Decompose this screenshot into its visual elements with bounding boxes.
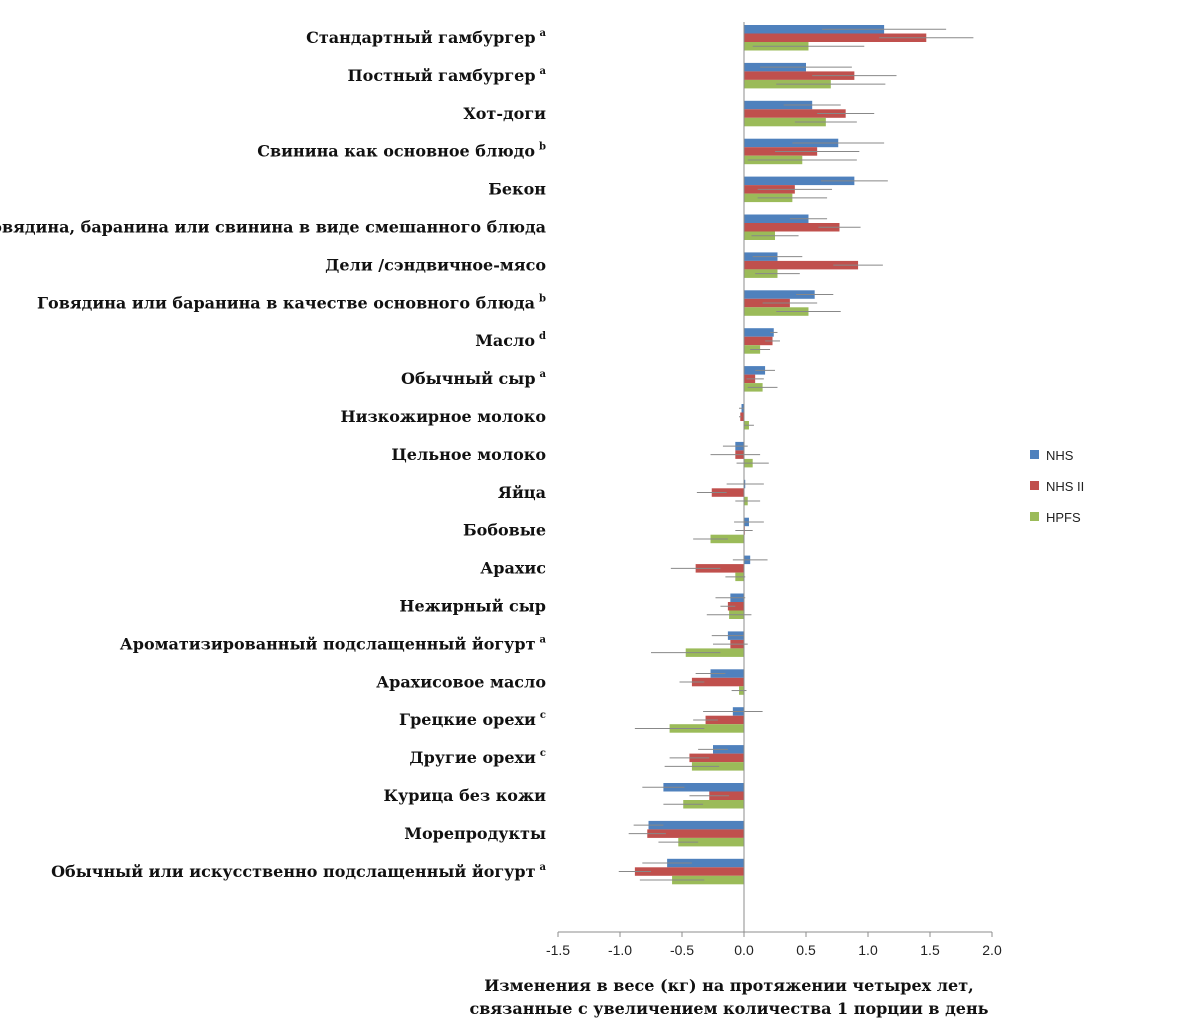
bar-nhs-ii-12 [711, 488, 744, 497]
x-tick-label-4: 0.5 [796, 942, 816, 958]
bar-nhs-8 [744, 328, 774, 337]
bar-nhs-9 [744, 366, 766, 375]
x-tick-label-2: -0.5 [670, 942, 694, 958]
footnote-marker: a [540, 66, 547, 77]
bar-hpfs-2 [744, 117, 826, 127]
x-tick-label-1: -1.0 [608, 942, 632, 958]
category-label-3: Свинина как основное блюдо b [257, 142, 546, 161]
bar-nhs-ii-22 [634, 867, 744, 876]
category-label-22: Обычный или искусственно подслащенный йо… [51, 862, 546, 881]
bar-nhs-ii-15 [727, 602, 744, 611]
category-labels: Стандартный гамбургер a Постный гамбургер a… [0, 28, 547, 881]
bar-nhs-22 [667, 858, 744, 868]
footnote-marker: b [539, 293, 546, 304]
footnote-marker: a [540, 634, 547, 645]
category-label-0: Стандартный гамбургер a [306, 28, 546, 47]
category-label-6: Дели /сэндвичное-мясо [325, 255, 546, 274]
bar-nhs-21 [648, 820, 744, 830]
footnote-marker: b [539, 142, 546, 153]
category-label-7: Говядина или баранина в качестве основно… [37, 293, 546, 312]
x-axis-label-line-1: Изменения в весе (кг) на протяжении четы… [484, 976, 973, 995]
category-label-1: Постный гамбургер a [348, 66, 547, 85]
category-label-2: Хот-доги [463, 104, 546, 123]
bar-nhs-5 [744, 214, 809, 223]
bar-nhs-ii-1 [744, 71, 855, 80]
bar-nhs-ii-2 [744, 109, 846, 118]
legend-swatch-nhs [1030, 450, 1039, 459]
legend-label-nhs-ii: NHS II [1046, 479, 1084, 494]
bar-hpfs-20 [683, 800, 744, 809]
x-tick-label-5: 1.0 [858, 942, 878, 958]
category-label-11: Цельное молоко [391, 445, 546, 464]
category-label-14: Арахис [480, 559, 546, 578]
footnote-marker: a [540, 28, 547, 39]
bar-nhs-3 [744, 138, 839, 148]
bar-nhs-20 [663, 783, 744, 792]
bar-nhs-17 [710, 669, 744, 678]
legend-label-nhs: NHS [1046, 448, 1074, 463]
category-label-12: Яйца [498, 483, 546, 502]
x-tick-label-6: 1.5 [920, 942, 940, 958]
bar-hpfs-18 [669, 724, 744, 733]
category-label-21: Морепродукты [404, 824, 546, 843]
bar-nhs-ii-21 [647, 829, 744, 838]
x-axis-label-line-2: связанные с увеличением количества 1 пор… [469, 999, 988, 1018]
error-bars-layer [618, 28, 974, 881]
category-label-5: Говядина, баранина или свинина в виде см… [0, 218, 546, 237]
x-tick-label-0: -1.5 [546, 942, 570, 958]
bars-layer [634, 25, 927, 885]
category-label-18: Грецкие орехи c [399, 710, 546, 729]
bar-nhs-ii-18 [705, 715, 744, 725]
bar-hpfs-22 [672, 875, 744, 885]
bar-nhs-ii-17 [691, 677, 744, 687]
bar-hpfs-21 [678, 837, 744, 847]
legend: NHS NHS II HPFS [1030, 448, 1084, 525]
category-label-13: Бобовые [463, 521, 546, 540]
bar-nhs-19 [713, 745, 744, 754]
bar-nhs-2 [744, 100, 813, 110]
bar-nhs-ii-6 [744, 260, 859, 270]
category-label-9: Обычный сыр a [401, 369, 547, 388]
footnote-marker: d [539, 331, 546, 342]
bar-nhs-ii-0 [744, 33, 927, 42]
footnote-marker: c [540, 748, 546, 759]
bar-nhs-4 [744, 176, 855, 186]
bar-nhs-ii-19 [689, 753, 744, 763]
category-label-19: Другие орехи c [409, 748, 546, 767]
legend-label-hpfs: HPFS [1046, 510, 1081, 525]
x-tick-label-7: 2.0 [982, 942, 1002, 958]
category-label-10: Низкожирное молоко [340, 407, 546, 426]
bar-nhs-7 [744, 290, 815, 299]
bar-nhs-ii-8 [744, 336, 773, 346]
footnote-marker: c [540, 710, 546, 721]
legend-swatch-nhs-ii [1030, 481, 1039, 490]
category-label-15: Нежирный сыр [399, 597, 546, 616]
footnote-marker: a [540, 862, 547, 873]
footnote-marker: a [540, 369, 547, 380]
x-tick-label-3: 0.0 [734, 942, 754, 958]
category-label-16: Ароматизированный подслащенный йогурт a [120, 634, 547, 653]
bar-nhs-ii-10 [740, 412, 744, 421]
category-label-17: Арахисовое масло [376, 672, 546, 691]
category-label-8: Масло d [475, 331, 546, 350]
legend-swatch-hpfs [1030, 512, 1039, 521]
bar-nhs-ii-5 [744, 223, 840, 232]
x-axis: -1.5 -1.0 -0.5 0.0 0.5 1.0 1.5 2.0 [546, 22, 1002, 958]
category-label-20: Курица без кожи [384, 786, 547, 805]
bar-nhs-0 [744, 25, 885, 34]
category-label-4: Бекон [488, 180, 546, 199]
